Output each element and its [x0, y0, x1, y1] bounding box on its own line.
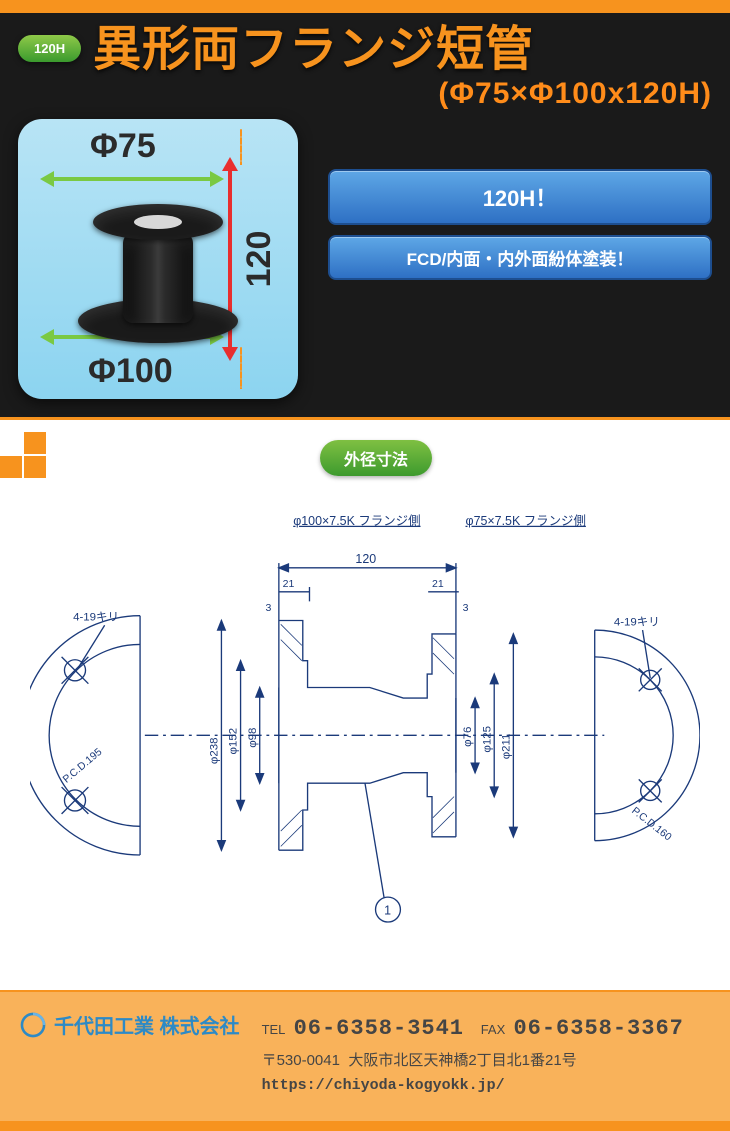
- svg-text:3: 3: [463, 602, 469, 614]
- svg-text:21: 21: [432, 578, 444, 590]
- svg-text:φ100×7.5K フランジ側: φ100×7.5K フランジ側: [293, 514, 420, 528]
- page-subtitle: (Φ75×Φ100x120H): [93, 77, 712, 111]
- page-title: 異形両フランジ短管: [93, 25, 712, 75]
- company-name: 千代田工業 株式会社: [54, 1010, 240, 1039]
- svg-text:φ125: φ125: [481, 726, 493, 753]
- dim-arrow-top: [46, 173, 218, 183]
- model-badge: 120H: [18, 35, 81, 62]
- fax-number: 06-6358-3367: [513, 1016, 683, 1041]
- technical-drawing: φ100×7.5K フランジ側 φ75×7.5K フランジ側: [30, 496, 700, 946]
- logo-icon: [20, 1012, 46, 1038]
- url[interactable]: https://chiyoda-kogyokk.jp/: [262, 1073, 684, 1099]
- svg-text:φ98: φ98: [247, 728, 259, 748]
- top-bar: [0, 0, 730, 10]
- footer: 千代田工業 株式会社 TEL 06-6358-3541 FAX 06-6358-…: [0, 990, 730, 1120]
- address: 大阪市北区天神橋2丁目北1番21号: [348, 1052, 576, 1069]
- fax-label: FAX: [481, 1022, 506, 1037]
- svg-text:φ152: φ152: [228, 728, 240, 755]
- svg-text:4-19キリ: 4-19キリ: [614, 617, 660, 629]
- svg-text:φ75×7.5K フランジ側: φ75×7.5K フランジ側: [466, 514, 586, 528]
- svg-text:120: 120: [355, 552, 376, 566]
- svg-text:φ76: φ76: [462, 727, 474, 747]
- svg-text:21: 21: [283, 578, 295, 590]
- dim-height-label: 120: [240, 231, 279, 288]
- page: 120H 異形両フランジ短管 (Φ75×Φ100x120H) Φ75 Φ100: [0, 0, 730, 1131]
- tel-label: TEL: [262, 1022, 286, 1037]
- info-column: 120H！ FCD/内面・内外面紛体塗装！: [328, 119, 712, 290]
- header: 120H 異形両フランジ短管 (Φ75×Φ100x120H) Φ75 Φ100: [0, 10, 730, 420]
- svg-text:P.C.D.160: P.C.D.160: [629, 805, 674, 844]
- dim-top-label: Φ75: [90, 127, 156, 166]
- corner-squares: [0, 432, 48, 483]
- svg-text:3: 3: [265, 602, 271, 614]
- zip: 〒530-0041: [262, 1052, 340, 1069]
- company-block: 千代田工業 株式会社: [20, 1010, 240, 1039]
- tel-number: 06-6358-3541: [294, 1016, 464, 1041]
- svg-text:φ211: φ211: [501, 734, 513, 760]
- section-label: 外径寸法: [320, 440, 432, 476]
- bottom-bar: [0, 1121, 730, 1131]
- product-thumbnail: Φ75 Φ100 120: [18, 119, 298, 399]
- svg-text:1: 1: [384, 904, 391, 918]
- drawing-section: 外径寸法 φ100×7.5K フランジ側 φ75×7.5K フランジ側: [0, 420, 730, 990]
- info-badge-material: FCD/内面・内外面紛体塗装！: [328, 235, 712, 280]
- svg-text:φ238: φ238: [209, 738, 221, 765]
- svg-text:P.C.D.195: P.C.D.195: [61, 746, 105, 786]
- dim-bottom-label: Φ100: [88, 352, 173, 391]
- info-badge-height: 120H！: [328, 169, 712, 225]
- svg-text:4-19キリ: 4-19キリ: [73, 612, 119, 624]
